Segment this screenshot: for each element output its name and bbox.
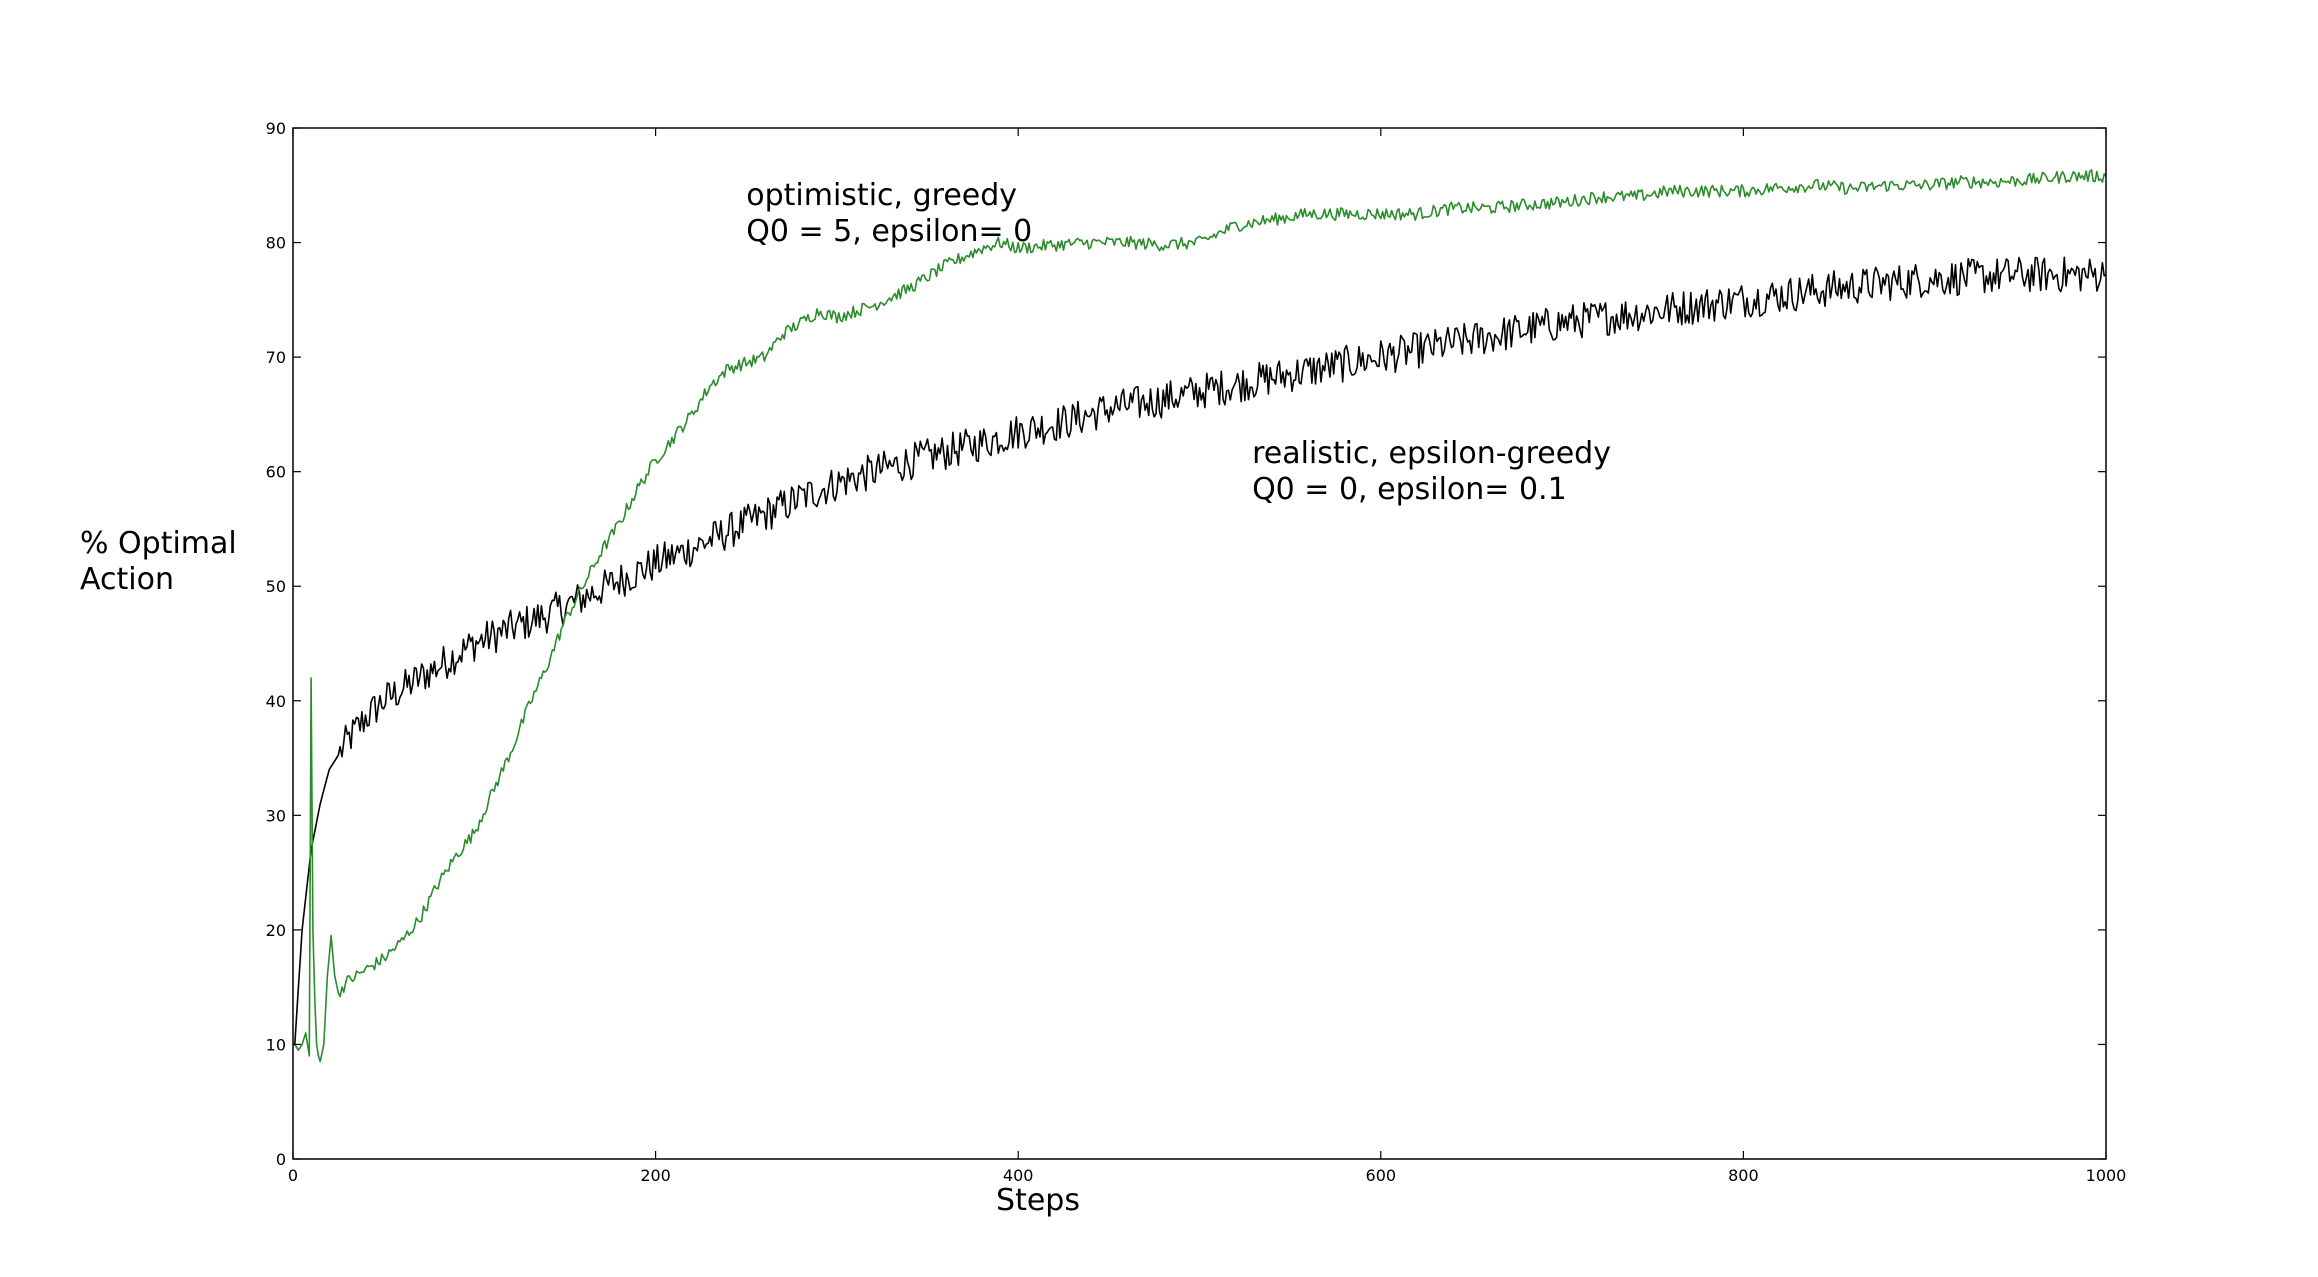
y-axis-label-line-2: Action (80, 562, 174, 597)
x-tick-label: 1000 (2086, 1166, 2127, 1185)
y-axis-label: % Optimal Action (80, 526, 246, 597)
y-tick-label: 40 (266, 692, 286, 711)
y-tick-label: 30 (266, 806, 286, 825)
x-tick-label: 0 (288, 1166, 298, 1185)
x-axis: 0 200 400 600 800 1000 (288, 128, 2126, 1185)
annotation-line: Q0 = 5, epsilon= 0 (746, 214, 1032, 249)
plot-frame (292, 127, 2107, 1160)
annotation-line: optimistic, greedy (746, 178, 1017, 213)
annotations: optimistic, greedy Q0 = 5, epsilon= 0 real… (746, 178, 1611, 507)
y-tick-label: 60 (266, 463, 286, 482)
x-tick-label: 200 (640, 1166, 671, 1185)
series-line-2 (294, 169, 2107, 1063)
y-tick-label: 50 (266, 577, 286, 596)
annotation-2: realistic, epsilon-greedy Q0 = 0, epsilon… (1252, 436, 1611, 507)
y-tick-label: 20 (266, 921, 286, 940)
y-axis: 0 10 20 30 40 50 60 70 80 90 (266, 119, 2106, 1169)
annotation-line: realistic, epsilon-greedy (1252, 436, 1611, 471)
y-tick-label: 0 (276, 1150, 286, 1169)
annotation-1: optimistic, greedy Q0 = 5, epsilon= 0 (746, 178, 1032, 249)
x-tick-label: 800 (1728, 1166, 1759, 1185)
y-axis-label-line-1: % Optimal (80, 526, 237, 561)
x-tick-label: 400 (1003, 1166, 1034, 1185)
x-tick-label: 600 (1366, 1166, 1397, 1185)
y-tick-label: 70 (266, 348, 286, 367)
annotation-line: Q0 = 0, epsilon= 0.1 (1252, 472, 1567, 507)
x-axis-label: Steps (996, 1183, 1080, 1218)
y-tick-label: 80 (266, 234, 286, 253)
y-tick-label: 90 (266, 119, 286, 138)
series-line-1 (294, 256, 2107, 1045)
plot-area (294, 169, 2107, 1063)
y-tick-label: 10 (266, 1035, 286, 1054)
